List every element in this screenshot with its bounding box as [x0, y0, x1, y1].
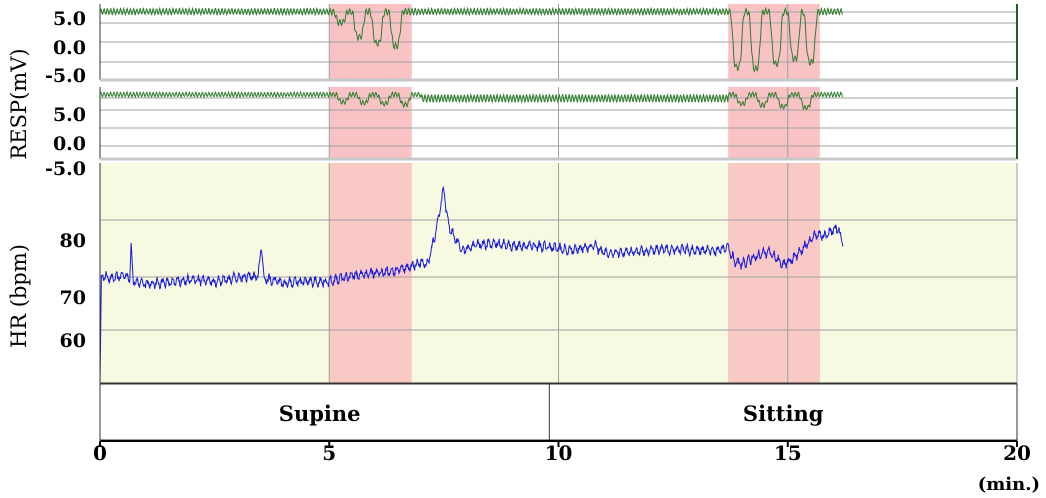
hr-axis-title: HR (bpm): [7, 244, 31, 348]
y-tick-label: 0.0: [53, 37, 86, 59]
y-tick-label: 5.0: [53, 8, 86, 30]
phase-label-supine: Supine: [279, 401, 361, 426]
x-unit-label: (min.): [978, 474, 1040, 495]
x-tick-label: 10: [545, 441, 573, 465]
panel-frames: Supine Sitting: [99, 4, 1018, 447]
resp-trace-2: [99, 90, 843, 111]
y-tick-label: 60: [60, 330, 86, 352]
highlight-band-1-1: [728, 87, 820, 159]
y-tick-label: -5.0: [45, 158, 86, 180]
resp-trace-1: [99, 6, 843, 73]
x-tick-label: 20: [1003, 441, 1031, 465]
highlight-band-0-1: [329, 87, 412, 159]
x-tick-label: 0: [93, 441, 107, 465]
y-tick-label: 70: [60, 287, 86, 309]
y-tick-label: 80: [60, 230, 86, 252]
y-tick-label: -5.0: [45, 65, 86, 87]
x-tick-label: 15: [774, 441, 802, 465]
x-tick-label: 5: [322, 441, 336, 465]
signal-traces: [99, 6, 844, 384]
axis-labels: RESP(mV) HR (bpm) (min.) 5.0 0.0 -5.0 5.0 0.…: [7, 8, 1040, 495]
y-tick-label: 5.0: [53, 104, 86, 126]
hr-trace: [99, 185, 844, 384]
phase-label-sitting: Sitting: [743, 401, 824, 426]
phase-bar: Supine Sitting: [99, 383, 1018, 441]
highlight-band-1-2: [728, 163, 820, 383]
resp-axis-title: RESP(mV): [7, 48, 31, 159]
phase-bar-frame: [99, 383, 1018, 441]
y-tick-label: 0.0: [53, 133, 86, 155]
